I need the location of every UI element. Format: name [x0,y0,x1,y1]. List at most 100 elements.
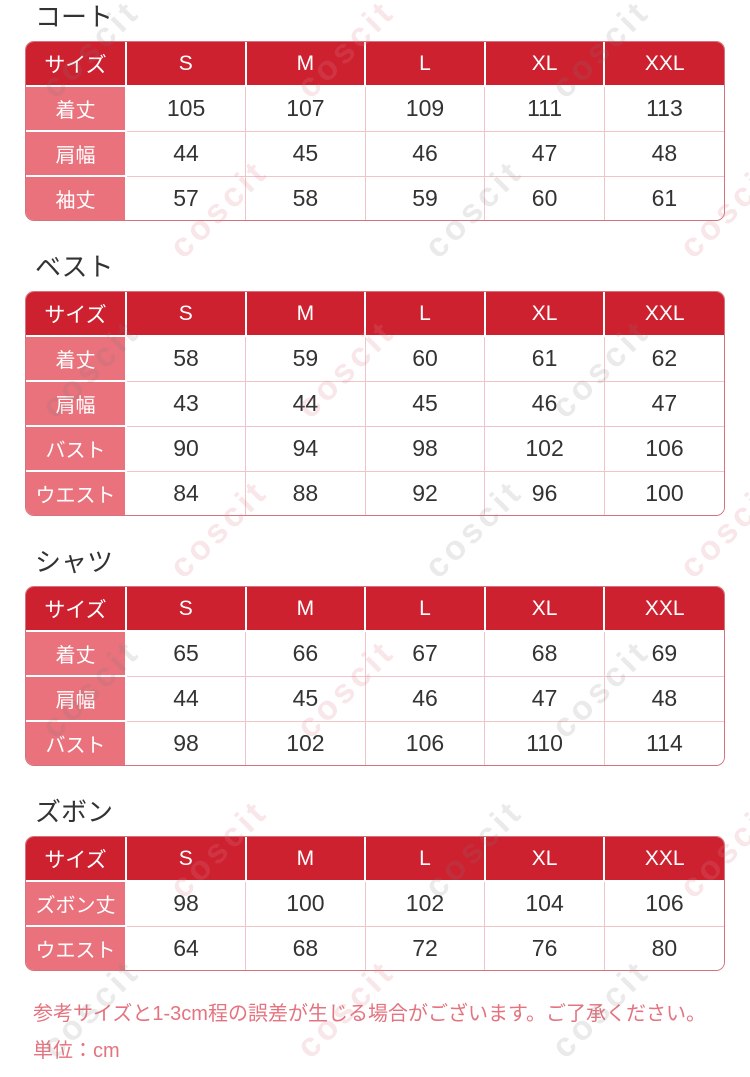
measurement-value: 92 [365,470,486,515]
measurement-value: 68 [484,631,605,676]
size-column-header: XXL [604,42,724,87]
measurement-row: 着丈 58 59 60 61 62 [26,336,724,381]
measurement-value: 48 [604,130,724,176]
measurement-value: 44 [245,380,366,426]
measurement-value: 46 [365,675,486,721]
measurement-value: 88 [245,470,366,515]
measurement-value: 47 [604,380,724,426]
measurement-row: 肩幅 44 45 46 47 48 [26,130,724,176]
measurement-value: 96 [484,470,605,515]
measurement-label: ウエスト [26,470,127,515]
size-column-header: M [245,837,367,882]
measurement-value: 57 [126,175,247,220]
size-column-header: S [126,837,247,882]
size-table-body: 着丈 105 107 109 111 113 肩幅 44 45 46 47 48 袖丈 57 58 59 60 6… [26,86,724,220]
size-table-section: ズボン サイズ S M L XL XXL ズボン丈 98 100 102 104 106 ウエスト 64… [0,797,750,971]
size-table-section: ベスト サイズ S M L XL XXL 着丈 58 59 60 61 62 肩幅 43 44 45 46 47… [0,252,750,516]
size-table-body: 着丈 58 59 60 61 62 肩幅 43 44 45 46 47 バスト 90 94 98 102 106 ウ… [26,336,724,515]
measurement-label: 肩幅 [26,130,127,176]
measurement-row: ウエスト 64 68 72 76 80 [26,925,724,970]
size-table-section: シャツ サイズ S M L XL XXL 着丈 65 66 67 68 69 肩幅 44 45 46 47 48… [0,547,750,766]
measurement-value: 44 [126,675,247,721]
measurement-value: 58 [245,175,366,220]
measurement-label: バスト [26,720,127,765]
size-column-header: XL [484,42,606,87]
measurement-row: ウエスト 84 88 92 96 100 [26,470,724,515]
measurement-row: バスト 90 94 98 102 106 [26,425,724,471]
measurement-value: 62 [604,336,724,381]
size-column-header: L [365,837,486,882]
measurement-value: 90 [126,425,247,471]
measurement-row: バスト 98 102 106 110 114 [26,720,724,765]
measurement-value: 44 [126,130,247,176]
measurement-value: 69 [604,631,724,676]
size-column-header: XXL [604,292,724,337]
size-header-cell: サイズ [26,292,127,337]
measurement-value: 58 [126,336,247,381]
measurement-value: 110 [484,720,605,765]
measurement-label: 着丈 [26,86,127,131]
size-table: サイズ S M L XL XXL 着丈 105 107 109 111 113 肩幅 44 45 46 47 4… [25,41,725,221]
measurement-value: 72 [365,925,486,970]
size-column-header: S [126,587,247,632]
measurement-value: 111 [484,86,605,131]
measurement-value: 46 [365,130,486,176]
size-column-header: L [365,587,486,632]
size-column-header: XXL [604,837,724,882]
measurement-label: 肩幅 [26,675,127,721]
size-column-header: S [126,42,247,87]
measurement-row: 着丈 105 107 109 111 113 [26,86,724,131]
measurement-value: 43 [126,380,247,426]
measurement-value: 61 [604,175,724,220]
measurement-label: 着丈 [26,336,127,381]
measurement-value: 102 [245,720,366,765]
measurement-value: 109 [365,86,486,131]
measurement-value: 100 [604,470,724,515]
measurement-value: 76 [484,925,605,970]
size-header-row: サイズ S M L XL XXL [26,42,724,87]
measurement-value: 105 [126,86,247,131]
measurement-value: 45 [245,130,366,176]
size-column-header: L [365,292,486,337]
measurement-value: 98 [126,881,247,926]
measurement-value: 106 [604,425,724,471]
measurement-value: 45 [245,675,366,721]
section-title: コート [35,2,114,32]
measurement-value: 65 [126,631,247,676]
size-header-row: サイズ S M L XL XXL [26,587,724,632]
measurement-value: 64 [126,925,247,970]
size-column-header: M [245,292,367,337]
measurement-value: 107 [245,86,366,131]
measurement-value: 104 [484,881,605,926]
size-column-header: XXL [604,587,724,632]
size-tables-container: コート サイズ S M L XL XXL 着丈 105 107 109 111 113 肩幅 44 45 4… [0,2,750,971]
measurement-value: 59 [365,175,486,220]
size-header-row: サイズ S M L XL XXL [26,837,724,882]
size-table: サイズ S M L XL XXL ズボン丈 98 100 102 104 106 ウエスト 64 68 72… [25,836,725,971]
measurement-value: 102 [484,425,605,471]
size-column-header: L [365,42,486,87]
measurement-value: 48 [604,675,724,721]
measurement-value: 67 [365,631,486,676]
size-column-header: XL [484,837,606,882]
measurement-label: 肩幅 [26,380,127,426]
measurement-value: 106 [365,720,486,765]
measurement-value: 68 [245,925,366,970]
measurement-value: 60 [484,175,605,220]
size-column-header: XL [484,292,606,337]
measurement-value: 100 [245,881,366,926]
measurement-label: 袖丈 [26,175,127,220]
size-column-header: M [245,42,367,87]
measurement-value: 46 [484,380,605,426]
section-title: ズボン [35,797,114,827]
measurement-value: 47 [484,130,605,176]
measurement-value: 59 [245,336,366,381]
size-header-cell: サイズ [26,42,127,87]
measurement-value: 106 [604,881,724,926]
measurement-label: バスト [26,425,127,471]
measurement-label: ウエスト [26,925,127,970]
notes: 参考サイズと1-3cm程の誤差が生じる場合がございます。ご了承ください。 単位：… [33,1002,750,1063]
size-table: サイズ S M L XL XXL 着丈 65 66 67 68 69 肩幅 44 45 46 47 48 バスト 9… [25,586,725,766]
size-column-header: M [245,587,367,632]
